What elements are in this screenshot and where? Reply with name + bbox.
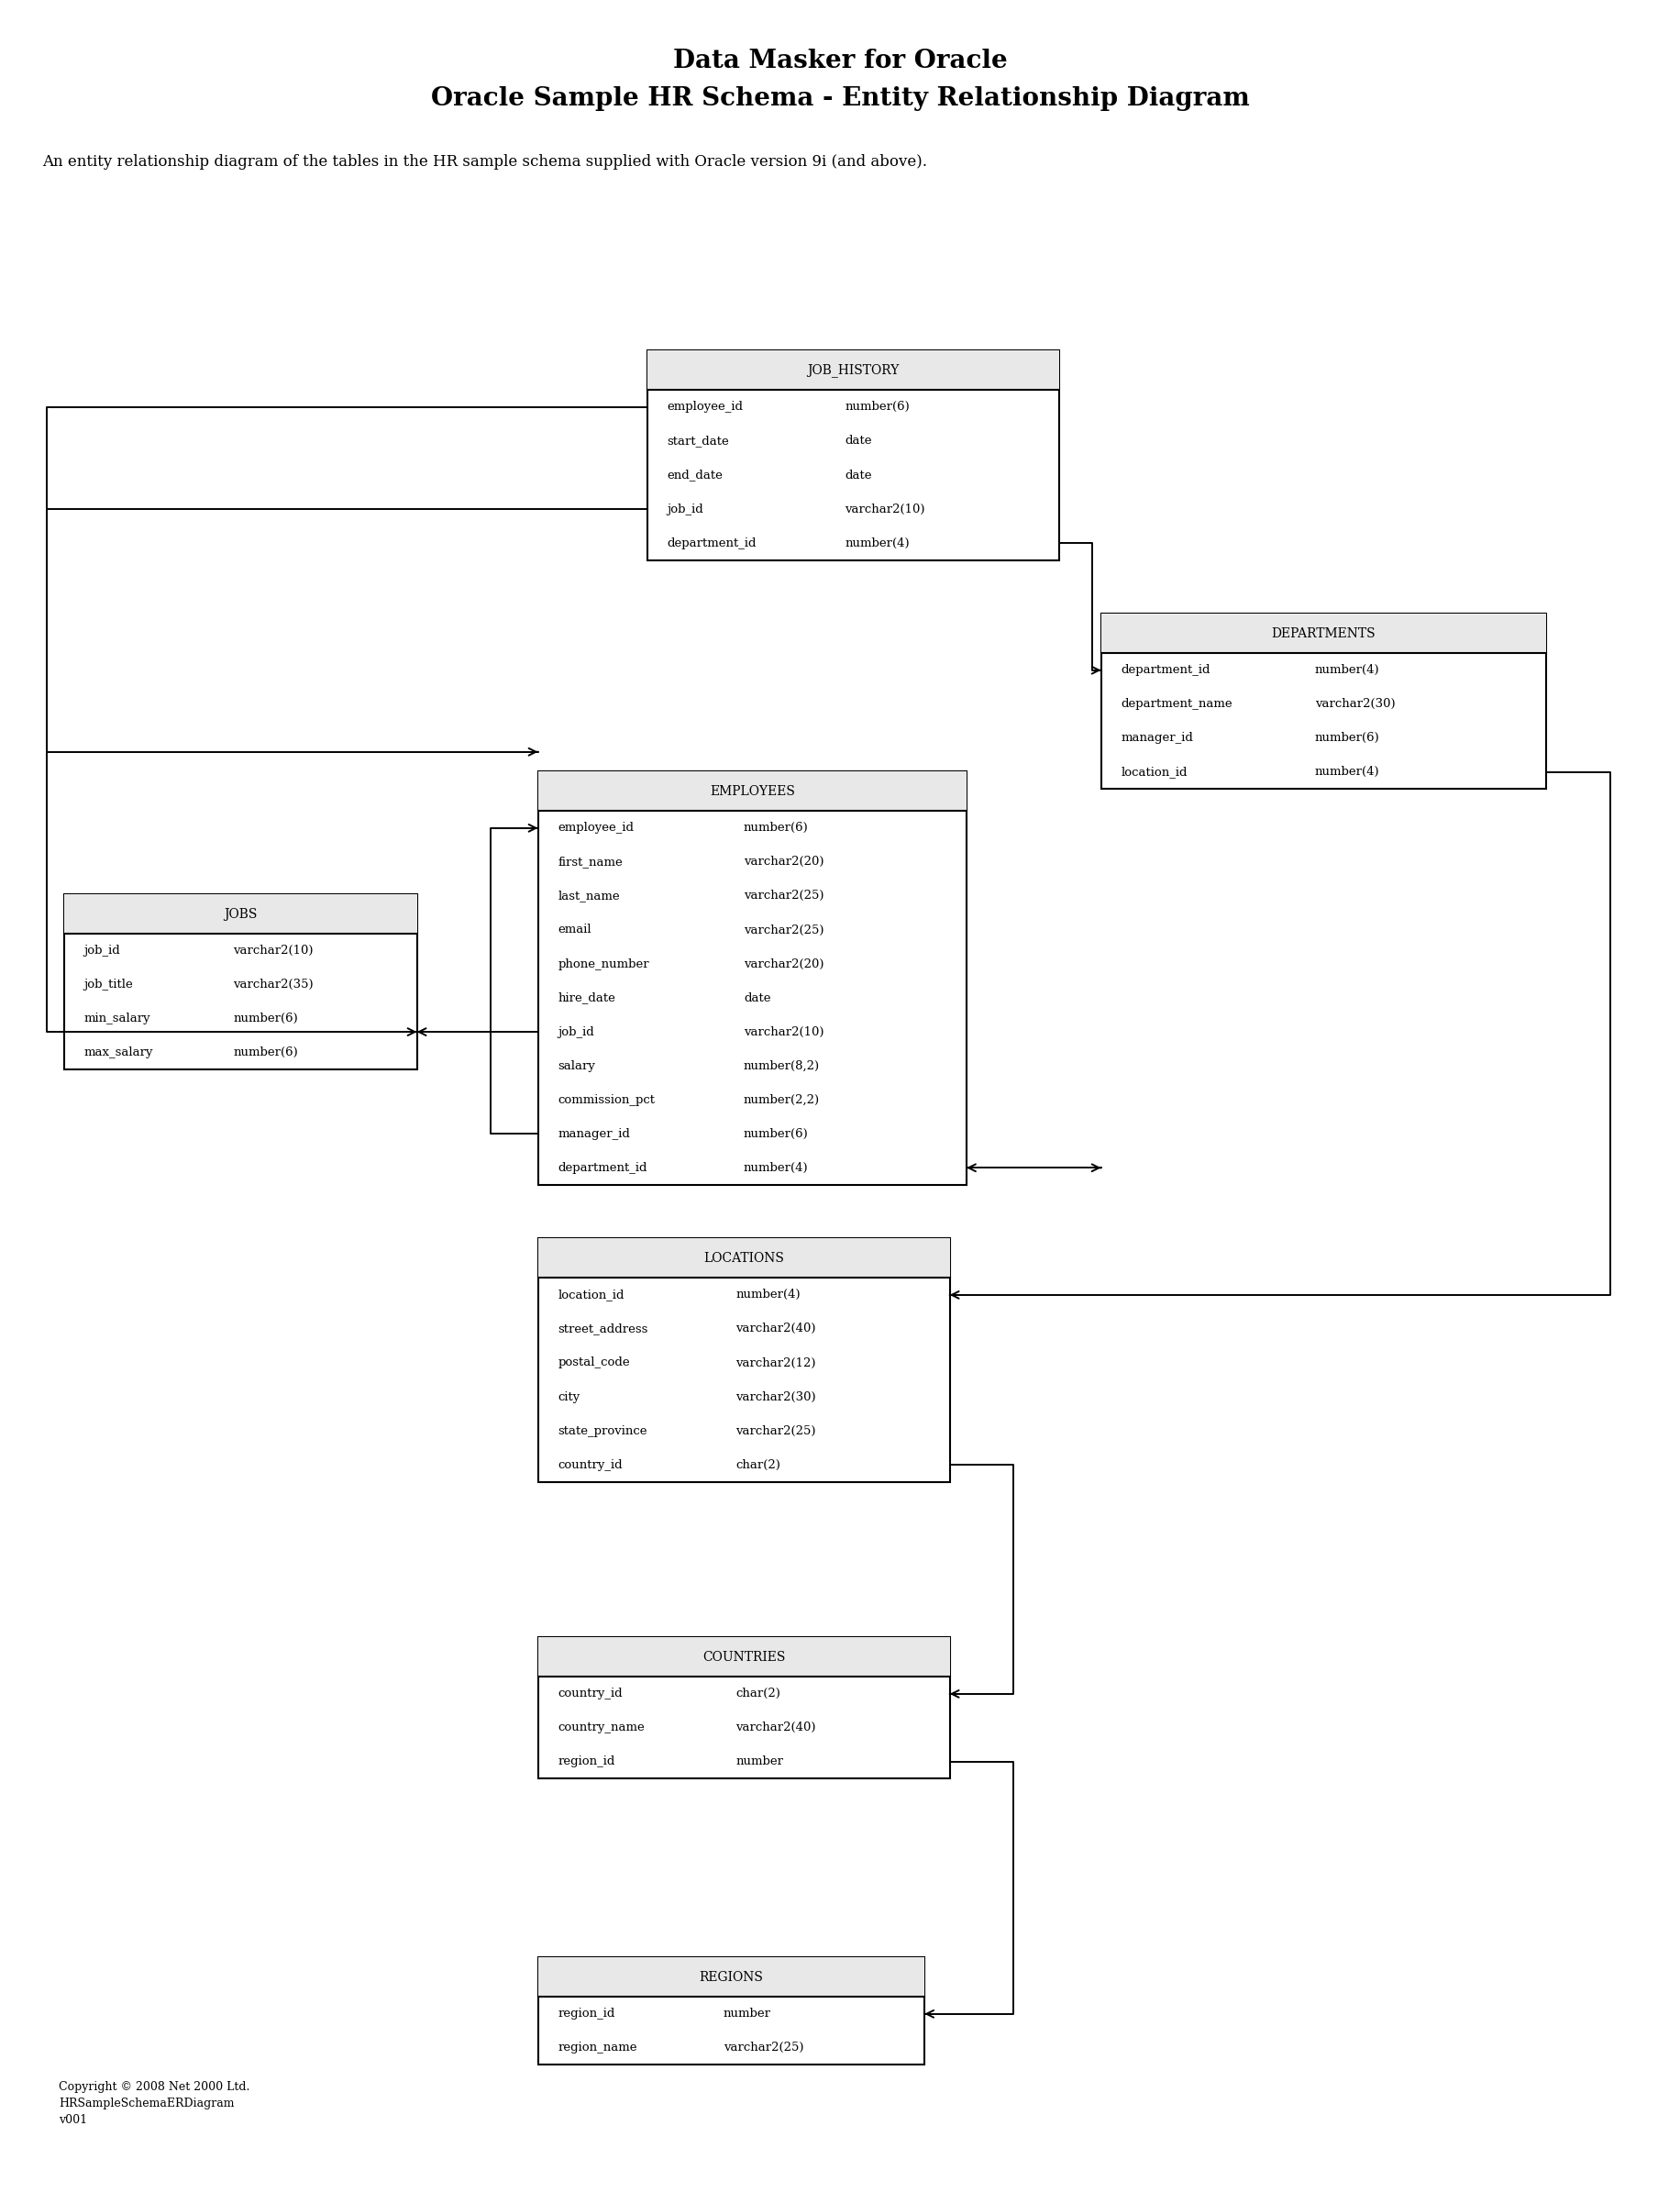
Text: varchar2(35): varchar2(35) (234, 980, 314, 991)
Text: varchar2(40): varchar2(40) (736, 1324, 815, 1335)
Bar (1100, 614, 1546, 653)
Text: date: date (743, 993, 769, 1004)
Text: JOBS: JOBS (223, 907, 257, 921)
Text: An entity relationship diagram of the tables in the HR sample schema supplied wi: An entity relationship diagram of the ta… (42, 153, 926, 171)
Text: street_address: street_address (558, 1324, 648, 1335)
Text: employee_id: employee_id (667, 401, 743, 412)
Text: end_date: end_date (667, 469, 722, 480)
Text: date: date (845, 436, 872, 447)
Text: country_name: country_name (558, 1723, 645, 1734)
Text: number: number (736, 1756, 783, 1767)
Text: min_salary: min_salary (84, 1013, 151, 1024)
Text: job_id: job_id (558, 1026, 595, 1037)
Bar (64, 894, 417, 934)
Bar (538, 1637, 949, 1677)
Text: department_id: department_id (558, 1162, 647, 1173)
Text: manager_id: manager_id (1121, 732, 1193, 743)
Bar (647, 351, 1058, 561)
Text: region_id: region_id (558, 2008, 615, 2019)
Text: number(4): number(4) (1314, 767, 1379, 778)
Text: employee_id: employee_id (558, 822, 633, 833)
Text: region_name: region_name (558, 2043, 637, 2054)
Text: number(6): number(6) (743, 822, 808, 833)
Text: LOCATIONS: LOCATIONS (704, 1252, 783, 1265)
Text: state_province: state_province (558, 1425, 647, 1436)
Text: number(6): number(6) (1314, 732, 1379, 743)
Text: char(2): char(2) (736, 1460, 780, 1471)
Bar (538, 1637, 949, 1780)
Text: postal_code: postal_code (558, 1357, 630, 1368)
Text: hire_date: hire_date (558, 993, 615, 1004)
Text: varchar2(10): varchar2(10) (845, 504, 924, 515)
Text: number(6): number(6) (234, 1013, 297, 1024)
Text: location_id: location_id (558, 1289, 625, 1300)
Text: number(4): number(4) (736, 1289, 800, 1300)
Text: number(8,2): number(8,2) (743, 1061, 820, 1072)
Text: char(2): char(2) (736, 1688, 780, 1699)
Text: department_id: department_id (667, 537, 756, 548)
Text: number(6): number(6) (234, 1048, 297, 1059)
Text: job_id: job_id (84, 945, 121, 956)
Text: COUNTRIES: COUNTRIES (702, 1651, 785, 1664)
Text: varchar2(20): varchar2(20) (743, 857, 823, 868)
Text: region_id: region_id (558, 1756, 615, 1767)
Text: REGIONS: REGIONS (699, 1971, 763, 1984)
Text: phone_number: phone_number (558, 958, 648, 969)
Text: job_title: job_title (84, 980, 133, 991)
Text: number(4): number(4) (743, 1162, 808, 1173)
Text: number(4): number(4) (1314, 664, 1379, 675)
Text: department_id: department_id (1121, 664, 1210, 675)
Bar (647, 351, 1058, 390)
Text: email: email (558, 925, 591, 936)
Text: first_name: first_name (558, 857, 623, 868)
Text: start_date: start_date (667, 436, 729, 447)
Text: country_id: country_id (558, 1688, 623, 1699)
Bar (538, 1238, 949, 1482)
Text: varchar2(25): varchar2(25) (743, 890, 823, 901)
Text: varchar2(25): varchar2(25) (743, 925, 823, 936)
Text: JOB_HISTORY: JOB_HISTORY (806, 364, 899, 377)
Text: varchar2(12): varchar2(12) (736, 1357, 815, 1368)
Text: country_id: country_id (558, 1460, 623, 1471)
Text: date: date (845, 469, 872, 480)
Text: location_id: location_id (1121, 767, 1188, 778)
Text: last_name: last_name (558, 890, 620, 901)
Bar (538, 1957, 924, 2065)
Bar (538, 1238, 949, 1278)
Text: salary: salary (558, 1061, 595, 1072)
Text: Data Masker for Oracle: Data Masker for Oracle (674, 48, 1006, 75)
Text: Copyright © 2008 Net 2000 Ltd.
HRSampleSchemaERDiagram
v001: Copyright © 2008 Net 2000 Ltd. HRSampleS… (59, 2080, 250, 2126)
Text: commission_pct: commission_pct (558, 1094, 655, 1105)
Text: varchar2(30): varchar2(30) (736, 1392, 815, 1403)
Bar (64, 894, 417, 1070)
Text: job_id: job_id (667, 504, 704, 515)
Bar (538, 772, 966, 811)
Text: DEPARTMENTS: DEPARTMENTS (1272, 627, 1374, 640)
Text: number(4): number(4) (845, 537, 909, 548)
Text: department_name: department_name (1121, 699, 1231, 710)
Text: varchar2(20): varchar2(20) (743, 958, 823, 969)
Text: number(2,2): number(2,2) (743, 1094, 820, 1105)
Text: number(6): number(6) (845, 401, 909, 412)
Text: manager_id: manager_id (558, 1129, 630, 1140)
Text: max_salary: max_salary (84, 1048, 153, 1059)
Bar (538, 772, 966, 1184)
Text: EMPLOYEES: EMPLOYEES (709, 785, 795, 798)
Text: number: number (722, 2008, 771, 2019)
Text: varchar2(40): varchar2(40) (736, 1723, 815, 1734)
Text: varchar2(30): varchar2(30) (1314, 699, 1394, 710)
Text: Oracle Sample HR Schema - Entity Relationship Diagram: Oracle Sample HR Schema - Entity Relatio… (430, 85, 1250, 112)
Text: varchar2(25): varchar2(25) (722, 2043, 803, 2054)
Text: varchar2(10): varchar2(10) (743, 1026, 823, 1037)
Text: varchar2(25): varchar2(25) (736, 1425, 815, 1436)
Text: city: city (558, 1392, 580, 1403)
Bar (538, 1957, 924, 1997)
Text: varchar2(10): varchar2(10) (234, 945, 314, 956)
Bar (1100, 614, 1546, 789)
Text: number(6): number(6) (743, 1129, 808, 1140)
